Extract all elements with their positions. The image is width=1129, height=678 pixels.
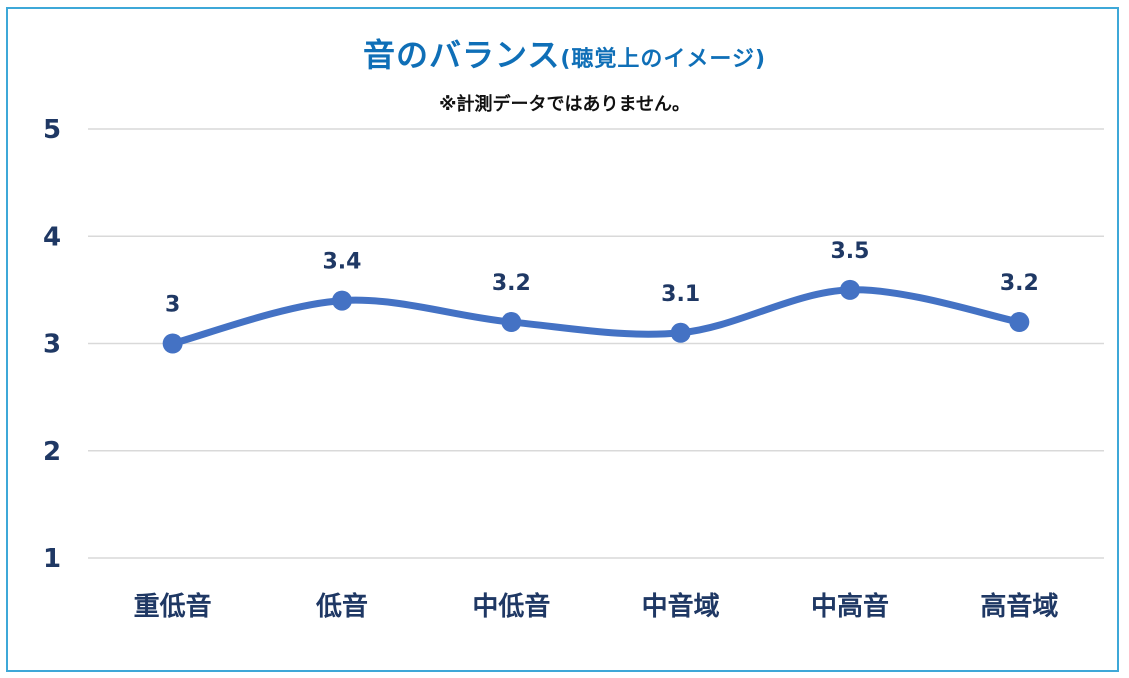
data-label: 3.2 [492, 271, 531, 296]
chart-title-main: 音のバランス [362, 36, 561, 74]
data-point [840, 279, 860, 300]
data-point [670, 322, 691, 343]
data-point [501, 312, 522, 333]
x-tick-label: 低音 [315, 591, 368, 622]
y-tick-label: 5 [43, 115, 61, 145]
data-points [162, 279, 1030, 354]
data-point [332, 290, 352, 311]
y-tick-label: 4 [43, 222, 61, 252]
y-axis-ticks: 1 2 3 4 5 [43, 115, 61, 574]
data-label: 3.2 [1000, 271, 1039, 296]
y-tick-label: 1 [43, 544, 61, 574]
chart-title-suffix: (聴覚上のイメージ) [560, 47, 767, 72]
x-axis-ticks: 重低音 低音 中低音 中音域 中高音 高音域 [134, 591, 1059, 622]
chart-title: 音のバランス(聴覚上のイメージ) [0, 30, 1129, 76]
series-lines [169, 286, 1023, 347]
x-tick-label: 中高音 [811, 591, 889, 622]
data-labels: 3 3.4 3.2 3.1 3.5 3.2 [165, 239, 1039, 318]
data-label: 3.5 [831, 239, 870, 264]
data-point [1009, 312, 1030, 333]
x-tick-label: 高音域 [980, 591, 1058, 622]
x-tick-label: 中音域 [642, 591, 720, 622]
data-label: 3.1 [661, 282, 700, 307]
series-line [169, 286, 1023, 347]
y-tick-label: 2 [43, 437, 61, 467]
gridlines [88, 128, 1104, 559]
data-label: 3.4 [323, 250, 362, 275]
data-point [162, 333, 183, 354]
data-label: 3 [165, 293, 180, 318]
x-tick-label: 重低音 [134, 591, 212, 622]
y-tick-label: 3 [43, 330, 61, 360]
x-tick-label: 中低音 [472, 591, 550, 622]
chart-subtitle: ※計測データではありません。 [439, 94, 690, 115]
